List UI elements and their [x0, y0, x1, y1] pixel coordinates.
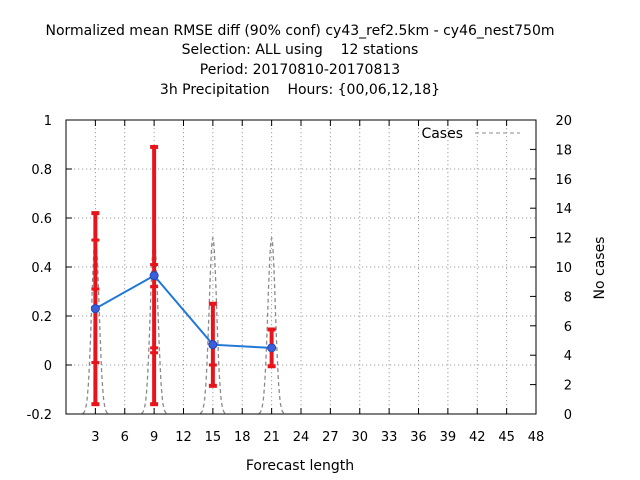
mean-line — [94, 274, 272, 349]
y2-tick-label: 4 — [564, 349, 572, 364]
x-tick-label: 48 — [528, 430, 545, 445]
y2-tick-label: 20 — [555, 114, 572, 129]
x-tick-label: 27 — [322, 430, 339, 445]
x-tick-label: 15 — [205, 430, 222, 445]
title-line-4: 3h Precipitation Hours: {00,06,12,18} — [160, 82, 440, 98]
x-tick-label: 24 — [293, 430, 310, 445]
y-tick-label: -0.2 — [27, 408, 52, 423]
y2-axis-label: No cases — [592, 237, 608, 300]
y-tick-label: 0 — [44, 359, 52, 374]
y-tick-labels: -0.2 0 0.2 0.4 0.6 0.8 1 — [27, 114, 52, 423]
mean-point — [149, 271, 159, 281]
y-tick-label: 0.6 — [31, 212, 52, 227]
y2-tick-labels: 0 2 4 6 8 10 12 14 16 18 20 — [555, 114, 572, 423]
y2-tick-label: 10 — [555, 261, 572, 276]
title-line-3: Period: 20170810-20170813 — [200, 62, 400, 78]
cases-layer — [82, 237, 285, 415]
x-tick-label: 30 — [351, 430, 368, 445]
mean-point — [267, 343, 277, 353]
x-tick-label: 6 — [121, 430, 129, 445]
cases-curve — [199, 237, 226, 415]
x-tick-label: 39 — [440, 430, 457, 445]
x-tick-label: 9 — [150, 430, 158, 445]
x-tick-label: 21 — [263, 430, 280, 445]
x-tick-label: 12 — [175, 430, 192, 445]
legend: Cases — [421, 126, 520, 142]
y2-tick-label: 18 — [555, 143, 572, 158]
x-tick-label: 42 — [469, 430, 486, 445]
mean-point — [208, 340, 218, 350]
y2-tick-label: 6 — [564, 320, 572, 335]
grid-lines — [66, 120, 536, 414]
x-tick-label: 45 — [498, 430, 515, 445]
legend-label: Cases — [421, 126, 463, 142]
x-tick-label: 3 — [91, 430, 99, 445]
y2-tick-label: 2 — [564, 379, 572, 394]
chart-title: Normalized mean RMSE diff (90% conf) cy4… — [45, 23, 554, 98]
y2-tick-label: 8 — [564, 290, 572, 305]
x-axis-label: Forecast length — [246, 458, 354, 474]
title-line-2: Selection: ALL using 12 stations — [182, 42, 419, 58]
x-tick-labels: 3 6 9 12 15 18 21 24 27 30 33 36 39 42 45 48 — [91, 430, 544, 445]
x-tick-label: 33 — [381, 430, 398, 445]
y2-tick-label: 12 — [555, 232, 572, 247]
y-tick-label: 0.8 — [31, 163, 52, 178]
error-bar-layer — [91, 144, 276, 407]
y2-tick-label: 14 — [555, 202, 572, 217]
y-tick-label: 0.2 — [31, 310, 52, 325]
title-line-1: Normalized mean RMSE diff (90% conf) cy4… — [45, 23, 554, 39]
x-tick-label: 18 — [234, 430, 251, 445]
mean-point — [90, 304, 100, 314]
axis-ticks — [66, 119, 537, 415]
mean-line-layer — [90, 271, 277, 353]
cases-curve — [258, 237, 285, 415]
y-tick-label: 0.4 — [31, 261, 52, 276]
y2-tick-label: 16 — [555, 173, 572, 188]
y-tick-label: 1 — [44, 114, 52, 129]
x-tick-label: 36 — [410, 430, 427, 445]
y2-tick-label: 0 — [564, 408, 572, 423]
